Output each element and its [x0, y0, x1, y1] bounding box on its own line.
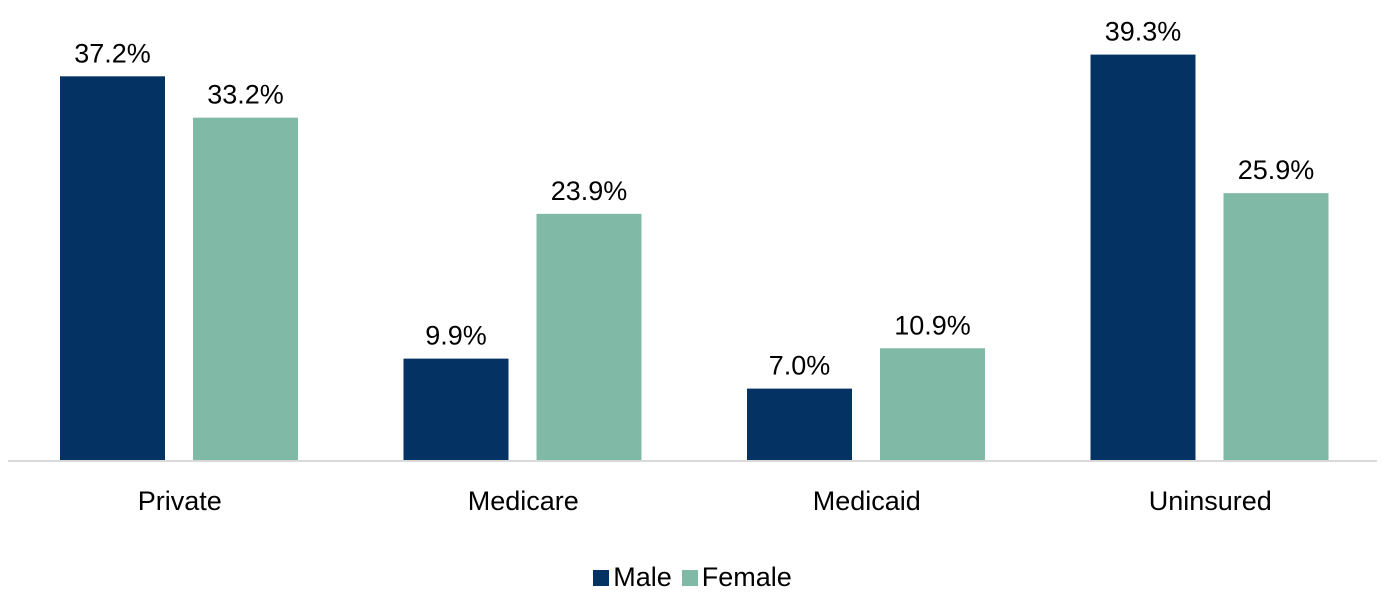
data-label-female-uninsured: 25.9% — [1238, 155, 1315, 185]
bar-male-uninsured — [1090, 54, 1196, 462]
bar-female-medicaid — [880, 348, 985, 461]
data-label-male-medicare: 9.9% — [425, 321, 487, 351]
x-tick-label-medicare: Medicare — [468, 486, 579, 516]
bar-male-medicare — [403, 358, 509, 461]
bar-female-medicare — [536, 213, 642, 461]
data-label-female-medicare: 23.9% — [551, 176, 628, 206]
data-label-female-private: 33.2% — [207, 80, 284, 110]
legend-swatch-male — [593, 569, 610, 586]
data-label-male-medicaid: 7.0% — [769, 351, 831, 381]
legend-label-female: Female — [701, 562, 792, 592]
x-tick-label-medicaid: Medicaid — [813, 486, 921, 516]
bar-female-private — [193, 117, 298, 461]
data-label-male-private: 37.2% — [74, 38, 151, 68]
bar-female-uninsured — [1223, 193, 1329, 461]
bars-group — [60, 54, 1329, 462]
legend-label-male: Male — [613, 562, 672, 592]
data-labels-group: 37.2% 33.2% 9.9% 23.9% 7.0% 10.9% 39.3% 25.9% — [74, 17, 1314, 381]
x-tick-label-uninsured: Uninsured — [1149, 486, 1272, 516]
legend: Male Female — [0, 562, 1385, 593]
data-label-male-uninsured: 39.3% — [1105, 17, 1182, 47]
data-label-female-medicaid: 10.9% — [894, 310, 971, 340]
x-tick-labels-group: Private Medicare Medicaid Uninsured — [138, 486, 1272, 516]
bar-male-private — [60, 76, 165, 462]
bar-male-medicaid — [747, 388, 852, 461]
legend-item-male: Male — [593, 562, 672, 593]
legend-swatch-female — [681, 569, 698, 586]
x-tick-label-private: Private — [138, 486, 222, 516]
legend-item-female: Female — [681, 562, 792, 593]
